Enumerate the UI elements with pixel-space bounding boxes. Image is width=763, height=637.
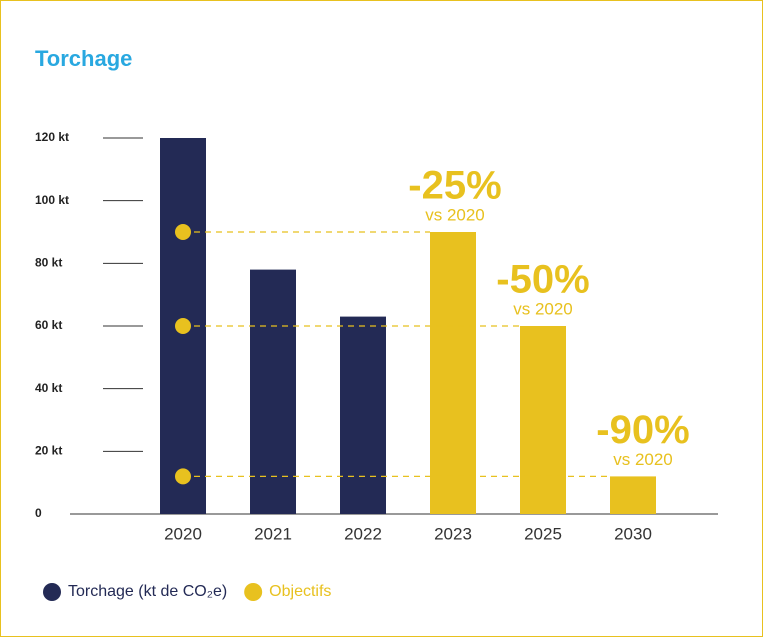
x-tick-label: 2023 (434, 524, 472, 543)
y-tick-label: 80 kt (35, 256, 62, 270)
y-tick-label: 60 kt (35, 318, 62, 332)
y-tick-label: 20 kt (35, 444, 62, 458)
chart-title: Torchage (35, 46, 132, 71)
y-tick-label: 120 kt (35, 130, 69, 144)
bar (610, 476, 656, 514)
target-dot (175, 318, 191, 334)
y-tick-label: 40 kt (35, 381, 62, 395)
legend-swatch (244, 583, 263, 601)
x-tick-label: 2025 (524, 524, 562, 543)
annotation-note: vs 2020 (613, 450, 673, 469)
x-tick-label: 2021 (254, 524, 292, 543)
bar (430, 232, 476, 514)
x-tick-label: 2030 (614, 524, 652, 543)
annotation: -90% (596, 408, 689, 452)
target-dot (175, 468, 191, 485)
y-tick-label: 0 (35, 506, 42, 520)
bar (340, 316, 386, 514)
bar (520, 326, 566, 514)
bar (250, 269, 296, 514)
annotation-note: vs 2020 (513, 299, 573, 318)
legend-label: Objectifs (269, 583, 331, 600)
annotation-note: vs 2020 (425, 205, 485, 224)
x-tick-label: 2022 (344, 524, 382, 543)
legend-label: Torchage (kt de CO₂e) (68, 583, 227, 600)
target-dot (175, 224, 191, 240)
y-tick-label: 100 kt (35, 193, 69, 207)
x-tick-label: 2020 (164, 524, 202, 543)
legend-swatch (43, 583, 61, 601)
annotation: -50% (496, 258, 589, 302)
annotation: -25% (408, 164, 501, 208)
